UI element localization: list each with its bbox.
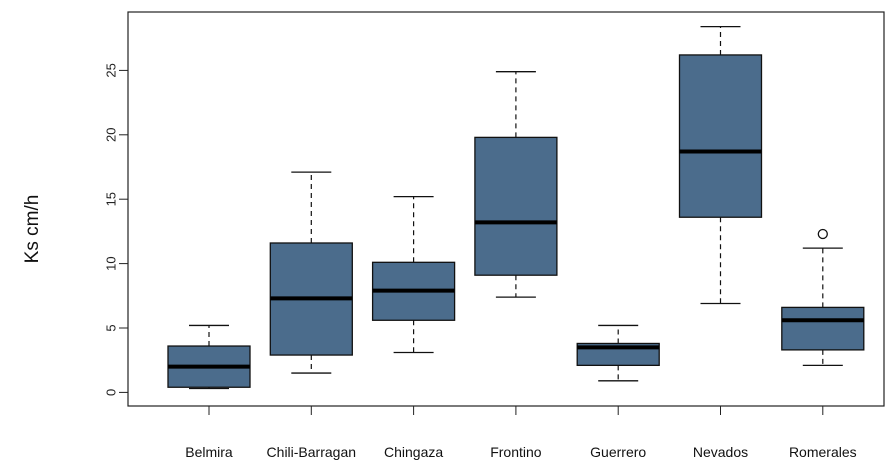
y-tick-label: 0 bbox=[104, 389, 119, 396]
x-axis: Belmira Chili-Barragan Chingaza Frontino Gue… bbox=[185, 405, 857, 460]
x-tick-label: Belmira bbox=[185, 444, 233, 460]
box-chili-barragan bbox=[269, 171, 353, 374]
boxes-group bbox=[167, 25, 865, 390]
box-chingaza bbox=[371, 195, 456, 354]
y-tick-label: 20 bbox=[104, 128, 119, 142]
iqr-box bbox=[474, 136, 558, 276]
y-axis: 0 5 10 15 20 25 bbox=[104, 63, 129, 396]
y-tick-label: 25 bbox=[104, 63, 119, 77]
x-tick-label: Chili-Barragan bbox=[267, 444, 356, 460]
x-tick-label: Guerrero bbox=[590, 444, 646, 460]
x-tick-label: Romerales bbox=[789, 444, 857, 460]
y-tick-label: 10 bbox=[104, 256, 119, 270]
box-belmira bbox=[167, 324, 251, 390]
x-tick-label: Nevados bbox=[693, 444, 748, 460]
x-tick-label: Chingaza bbox=[384, 444, 443, 460]
outlier-point bbox=[817, 228, 828, 240]
y-axis-title: Ks cm/h bbox=[22, 195, 43, 264]
y-tick-label: 15 bbox=[104, 192, 119, 206]
x-tick-label: Frontino bbox=[490, 444, 542, 460]
box-guerrero bbox=[576, 324, 660, 382]
box-romerales bbox=[781, 228, 865, 367]
box-nevados bbox=[678, 25, 763, 305]
box-frontino bbox=[474, 71, 558, 298]
iqr-box bbox=[781, 306, 865, 351]
y-tick-label: 5 bbox=[104, 324, 119, 331]
iqr-box bbox=[678, 54, 763, 218]
